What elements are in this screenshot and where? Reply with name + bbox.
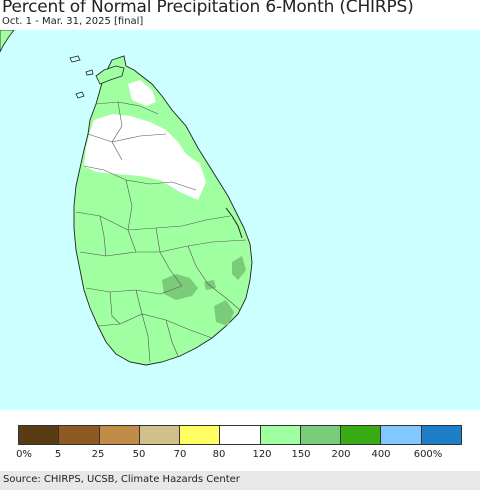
legend-tick-label: 80 — [212, 449, 226, 460]
source-footer: Source: CHIRPS, UCSB, Climate Hazards Ce… — [0, 471, 480, 490]
legend-tick-label: 70 — [173, 449, 187, 460]
legend-swatch — [59, 426, 100, 444]
admin-boundaries — [75, 101, 247, 363]
legend-swatch — [99, 426, 140, 444]
near-normal-zone — [84, 114, 206, 200]
legend-tick-label: 200 — [331, 449, 351, 460]
northern-islet — [85, 69, 94, 76]
map-svg — [0, 30, 480, 410]
legend-swatch — [381, 426, 422, 444]
legend-swatch — [300, 426, 342, 444]
near-normal-zone — [128, 80, 156, 106]
legend-tick-label: 0% — [16, 449, 32, 460]
northern-islet — [69, 55, 81, 63]
legend-tick-label: 5 — [54, 449, 62, 460]
precipitation-map — [0, 30, 480, 410]
above-normal-patch — [232, 256, 246, 280]
legend-tick-label: 120 — [252, 449, 272, 460]
legend-tick-label: 50 — [132, 449, 146, 460]
source-text: Source: CHIRPS, UCSB, Climate Hazards Ce… — [3, 474, 240, 485]
legend-swatch — [341, 426, 382, 444]
map-subtitle: Oct. 1 - Mar. 31, 2025 [final] — [2, 16, 144, 27]
legend-tick-label: 150 — [291, 449, 311, 460]
legend-tick-label: 25 — [91, 449, 105, 460]
legend-tick-label: 600% — [413, 449, 443, 460]
color-legend — [18, 425, 462, 445]
northern-islet — [75, 91, 85, 99]
above-normal-patch — [214, 300, 234, 326]
legend-swatch — [180, 426, 221, 444]
legend-swatch — [139, 426, 181, 444]
map-title: Percent of Normal Precipitation 6-Month … — [2, 0, 414, 17]
legend-ticks: 0% 5 25 50 70 80 120 150 200 400 600% — [0, 449, 480, 463]
legend-swatch — [421, 426, 461, 444]
legend-tick-label: 400 — [371, 449, 391, 460]
legend-swatch — [19, 426, 60, 444]
india-landmass — [0, 30, 15, 53]
legend-swatch — [220, 426, 261, 444]
legend-swatch — [260, 426, 301, 444]
batticaloa-lagoon — [225, 207, 243, 239]
jaffna-peninsula — [95, 65, 125, 85]
